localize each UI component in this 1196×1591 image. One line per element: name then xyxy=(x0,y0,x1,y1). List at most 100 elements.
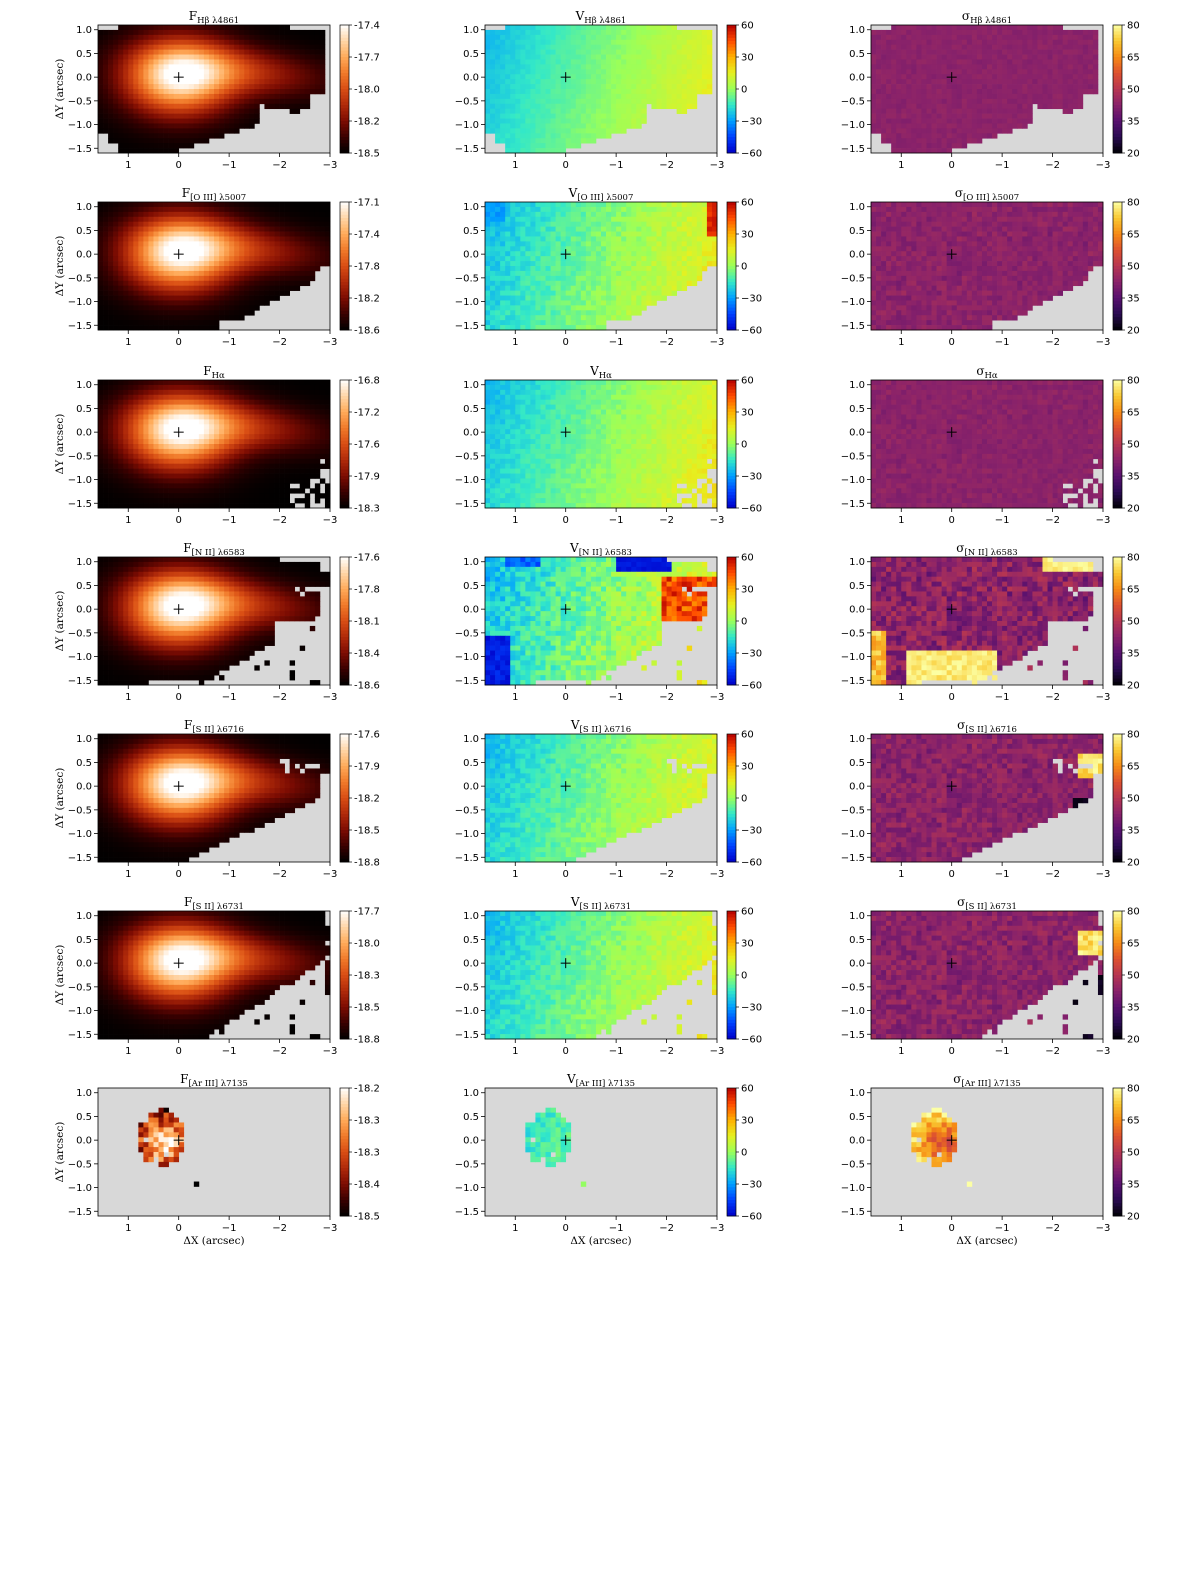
heatmap-cell xyxy=(138,59,143,64)
heatmap-cell xyxy=(1068,40,1073,45)
heatmap-cell xyxy=(530,99,535,104)
heatmap-cell xyxy=(942,123,947,128)
heatmap-cell xyxy=(677,50,682,55)
heatmap-cell xyxy=(133,45,138,50)
heatmap-cell xyxy=(525,207,530,212)
heatmap-cell xyxy=(269,286,274,291)
heatmap-cell xyxy=(530,251,535,256)
heatmap-cell xyxy=(199,261,204,266)
heatmap-cell xyxy=(891,45,896,50)
heatmap-cell xyxy=(280,30,285,35)
heatmap-cell xyxy=(103,222,108,227)
heatmap-cell xyxy=(540,246,545,251)
heatmap-cell xyxy=(143,315,148,320)
heatmap-cell xyxy=(525,232,530,237)
heatmap-cell xyxy=(702,261,707,266)
heatmap-cell xyxy=(184,320,189,325)
heatmap-cell xyxy=(143,119,148,124)
heatmap-cell xyxy=(1012,79,1017,84)
heatmap-cell xyxy=(992,79,997,84)
heatmap-cell xyxy=(485,114,490,119)
heatmap-cell xyxy=(259,291,264,296)
heatmap-cell xyxy=(515,35,520,40)
heatmap-cell xyxy=(611,236,616,241)
heatmap-cell xyxy=(138,25,143,30)
heatmap-cell xyxy=(259,74,264,79)
heatmap-cell xyxy=(876,64,881,69)
heatmap-cell xyxy=(596,104,601,109)
heatmap-cell xyxy=(214,246,219,251)
heatmap-cell xyxy=(1093,50,1098,55)
heatmap-cell xyxy=(164,217,169,222)
heatmap-cell xyxy=(982,30,987,35)
heatmap-cell xyxy=(586,69,591,74)
colorbar-step xyxy=(340,25,349,29)
heatmap-cell xyxy=(249,84,254,89)
heatmap-cell xyxy=(138,99,143,104)
heatmap-cell xyxy=(1088,30,1093,35)
heatmap-cell xyxy=(174,261,179,266)
heatmap-cell xyxy=(926,143,931,148)
heatmap-cell xyxy=(997,69,1002,74)
heatmap-cell xyxy=(280,50,285,55)
heatmap-cell xyxy=(123,256,128,261)
colorbar-step xyxy=(340,301,349,305)
heatmap-cell xyxy=(123,109,128,114)
heatmap-cell xyxy=(128,74,133,79)
heatmap-cell xyxy=(505,276,510,281)
heatmap-cell xyxy=(576,227,581,232)
heatmap-cell xyxy=(128,79,133,84)
heatmap-cell xyxy=(515,133,520,138)
heatmap-cell xyxy=(164,271,169,276)
heatmap-cell xyxy=(505,30,510,35)
heatmap-cell xyxy=(194,271,199,276)
heatmap-cell xyxy=(1027,64,1032,69)
heatmap-cell xyxy=(692,236,697,241)
heatmap-cell xyxy=(510,241,515,246)
heatmap-cell xyxy=(611,241,616,246)
heatmap-cell xyxy=(1027,74,1032,79)
heatmap-cell xyxy=(546,45,551,50)
heatmap-cell xyxy=(153,202,158,207)
heatmap-cell xyxy=(229,74,234,79)
heatmap-cell xyxy=(495,212,500,217)
heatmap-cell xyxy=(520,222,525,227)
heatmap-cell xyxy=(485,35,490,40)
heatmap-cell xyxy=(179,119,184,124)
heatmap-cell xyxy=(315,89,320,94)
heatmap-cell xyxy=(937,40,942,45)
heatmap-cell xyxy=(535,217,540,222)
heatmap-cell xyxy=(209,251,214,256)
heatmap-cell xyxy=(621,59,626,64)
heatmap-cell xyxy=(224,104,229,109)
heatmap-cell xyxy=(520,50,525,55)
heatmap-cell xyxy=(264,69,269,74)
heatmap-cell xyxy=(937,59,942,64)
heatmap-cell xyxy=(546,148,551,153)
heatmap-cell xyxy=(275,99,280,104)
heatmap-cell xyxy=(103,281,108,286)
heatmap-cell xyxy=(1068,69,1073,74)
heatmap-cell xyxy=(1073,104,1078,109)
heatmap-cell xyxy=(556,64,561,69)
heatmap-cell xyxy=(143,89,148,94)
heatmap-cell xyxy=(184,227,189,232)
heatmap-cell xyxy=(1053,79,1058,84)
heatmap-cell xyxy=(179,50,184,55)
x-tick-label: 1 xyxy=(125,160,131,171)
heatmap-cell xyxy=(672,104,677,109)
heatmap-cell xyxy=(103,300,108,305)
heatmap-cell xyxy=(189,325,194,330)
heatmap-cell xyxy=(153,300,158,305)
heatmap-cell xyxy=(682,232,687,237)
heatmap-cell xyxy=(159,241,164,246)
heatmap-cell xyxy=(672,84,677,89)
heatmap-cell xyxy=(194,109,199,114)
heatmap-cell xyxy=(179,222,184,227)
colorbar-tick-label: -18.2 xyxy=(354,294,380,305)
heatmap-cell xyxy=(219,246,224,251)
heatmap-cell xyxy=(651,64,656,69)
heatmap-cell xyxy=(561,261,566,266)
heatmap-cell xyxy=(219,296,224,301)
heatmap-cell xyxy=(921,64,926,69)
